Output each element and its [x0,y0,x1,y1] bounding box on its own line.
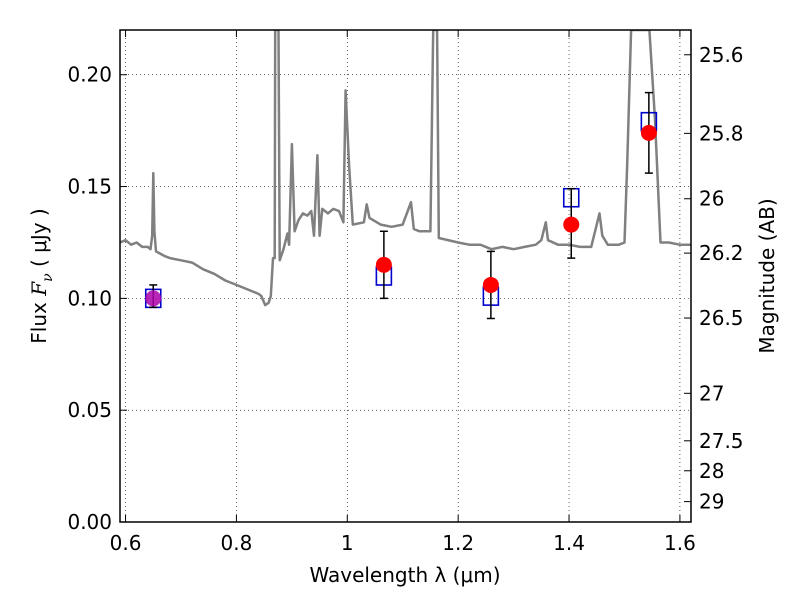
mag-tick-label: 26.2 [699,241,744,265]
mag-tick-label: 26 [699,187,724,211]
grid [120,30,691,523]
mag-tick-label: 25.6 [699,43,744,67]
observed-point [145,290,162,307]
mag-tick-label: 27 [699,381,724,405]
axis-ticks [120,30,691,523]
mag-tick-label: 27.5 [699,429,744,453]
x-tick-label: 0.8 [221,531,253,555]
observed-point [482,276,499,293]
x-tick-label: 1.4 [553,531,585,555]
y-tick-label: 0.00 [67,510,112,534]
mag-tick-label: 26.5 [699,306,744,330]
observed-point [375,256,392,273]
x-tick-label: 0.6 [110,531,142,555]
mag-tick-label: 25.8 [699,121,744,145]
y-tick-label: 0.05 [67,398,112,422]
y-tick-label: 0.15 [67,175,112,199]
y-axis-label-left: Flux Fν ( μJy ) [27,208,56,343]
plot-frame [119,29,692,523]
y-axis-label-right: Magnitude (AB) [755,198,779,353]
y-tick-label: 0.20 [67,63,112,87]
x-tick-label: 1 [341,531,354,555]
sed-line [120,30,691,307]
y-tick-label: 0.10 [67,286,112,310]
sed-curve [120,30,691,307]
x-axis-label: Wavelength λ (μm) [309,563,500,587]
tick-labels: 0.6 0.8 1 1.2 1.4 1.6 0.00 0.05 0.10 0.15 0.20 25.6… [67,43,743,555]
mag-tick-label: 28 [699,459,724,483]
photometry-points [144,91,658,320]
observed-point [563,216,580,233]
mag-tick-label: 29 [699,490,724,514]
x-tick-label: 1.2 [442,531,474,555]
observed-point [640,124,657,141]
x-tick-label: 1.6 [664,531,696,555]
